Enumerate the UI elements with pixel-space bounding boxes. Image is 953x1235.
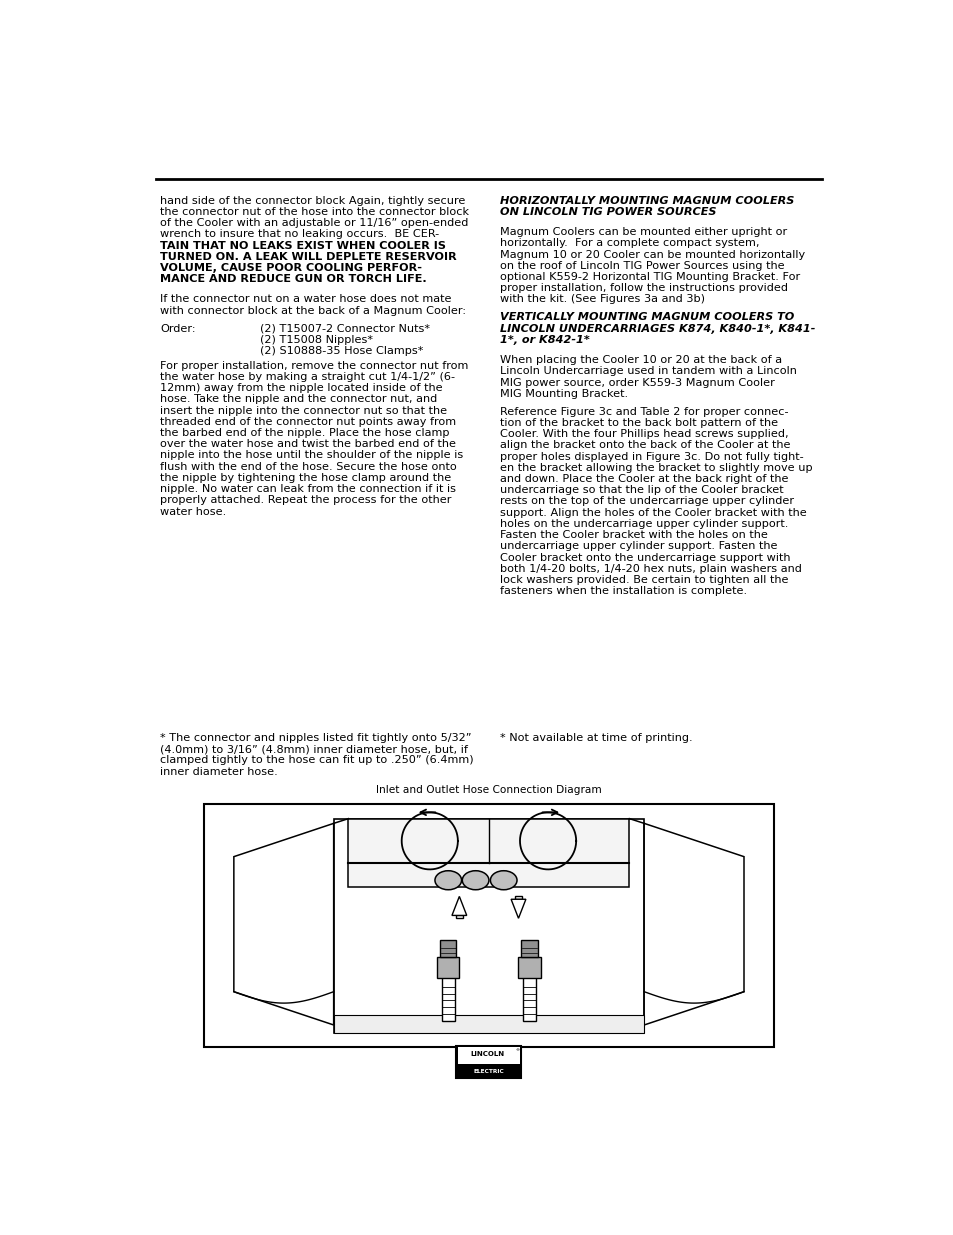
Text: wrench to insure that no leaking occurs.  BE CER-: wrench to insure that no leaking occurs.… (160, 230, 438, 240)
Text: the connector nut of the hose into the connector block: the connector nut of the hose into the c… (160, 207, 469, 217)
Text: ®: ® (516, 1049, 519, 1052)
Text: with connector block at the back of a Magnum Cooler:: with connector block at the back of a Ma… (160, 306, 466, 316)
Text: ON LINCOLN TIG POWER SOURCES: ON LINCOLN TIG POWER SOURCES (499, 207, 716, 217)
Text: nipple. No water can leak from the connection if it is: nipple. No water can leak from the conne… (160, 484, 456, 494)
Bar (439, 940, 456, 957)
Ellipse shape (462, 871, 488, 889)
Text: For proper installation, remove the connector nut from: For proper installation, remove the conn… (160, 361, 468, 370)
Polygon shape (643, 824, 743, 1025)
Polygon shape (452, 897, 466, 915)
Text: support. Align the holes of the Cooler bracket with the: support. Align the holes of the Cooler b… (499, 508, 806, 517)
Bar (515, 897, 521, 899)
Text: (2) T15008 Nipples*: (2) T15008 Nipples* (259, 335, 373, 345)
Text: TAIN THAT NO LEAKS EXIST WHEN COOLER IS: TAIN THAT NO LEAKS EXIST WHEN COOLER IS (160, 241, 445, 251)
Text: MANCE AND REDUCE GUN OR TORCH LIFE.: MANCE AND REDUCE GUN OR TORCH LIFE. (160, 274, 426, 284)
Text: threaded end of the connector nut points away from: threaded end of the connector nut points… (160, 416, 456, 427)
Text: LINCOLN: LINCOLN (470, 1051, 504, 1057)
Text: the nipple by tightening the hose clamp around the: the nipple by tightening the hose clamp … (160, 473, 451, 483)
Text: the water hose by making a straight cut 1/4-1/2” (6-: the water hose by making a straight cut … (160, 372, 455, 382)
Text: * The connector and nipples listed fit tightly onto 5/32”: * The connector and nipples listed fit t… (160, 734, 471, 743)
Bar (456, 915, 462, 919)
Polygon shape (511, 899, 525, 919)
Text: on the roof of Lincoln TIG Power Sources using the: on the roof of Lincoln TIG Power Sources… (499, 261, 783, 270)
Text: MIG Mounting Bracket.: MIG Mounting Bracket. (499, 389, 627, 399)
Bar (334, 819, 643, 1032)
Text: the barbed end of the nipple. Place the hose clamp: the barbed end of the nipple. Place the … (160, 429, 449, 438)
Text: en the bracket allowing the bracket to slightly move up: en the bracket allowing the bracket to s… (499, 463, 812, 473)
Text: nipple into the hose until the shoulder of the nipple is: nipple into the hose until the shoulder … (160, 451, 462, 461)
Bar (348, 819, 629, 887)
Text: (2) T15007-2 Connector Nuts*: (2) T15007-2 Connector Nuts* (259, 324, 429, 333)
Text: Fasten the Cooler bracket with the holes on the: Fasten the Cooler bracket with the holes… (499, 530, 767, 540)
Text: (4.0mm) to 3/16” (4.8mm) inner diameter hose, but, if: (4.0mm) to 3/16” (4.8mm) inner diameter … (160, 745, 467, 755)
Text: ELECTRIC: ELECTRIC (473, 1068, 504, 1073)
Text: Order:: Order: (160, 324, 195, 333)
Polygon shape (233, 824, 334, 1025)
Text: hand side of the connector block Again, tightly secure: hand side of the connector block Again, … (160, 196, 465, 206)
Text: inner diameter hose.: inner diameter hose. (160, 767, 277, 777)
Text: Magnum Coolers can be mounted either upright or: Magnum Coolers can be mounted either upr… (499, 227, 786, 237)
Text: and down. Place the Cooler at the back right of the: and down. Place the Cooler at the back r… (499, 474, 788, 484)
Text: 1*, or K842-1*: 1*, or K842-1* (499, 335, 589, 345)
Text: clamped tightly to the hose can fit up to .250” (6.4mm): clamped tightly to the hose can fit up t… (160, 756, 473, 766)
Text: 12mm) away from the nipple located inside of the: 12mm) away from the nipple located insid… (160, 383, 442, 393)
Ellipse shape (490, 871, 517, 889)
Text: undercarriage so that the lip of the Cooler bracket: undercarriage so that the lip of the Coo… (499, 485, 782, 495)
Bar (204, 804, 773, 1047)
Bar (522, 971, 536, 1021)
Text: undercarriage upper cylinder support. Fasten the: undercarriage upper cylinder support. Fa… (499, 541, 777, 551)
Bar (521, 940, 537, 957)
Text: horizontally.  For a complete compact system,: horizontally. For a complete compact sys… (499, 238, 759, 248)
Ellipse shape (435, 871, 461, 889)
Text: (2) S10888-35 Hose Clamps*: (2) S10888-35 Hose Clamps* (259, 346, 423, 356)
Text: When placing the Cooler 10 or 20 at the back of a: When placing the Cooler 10 or 20 at the … (499, 356, 781, 366)
Bar (441, 971, 455, 1021)
Text: Lincoln Undercarriage used in tandem with a Lincoln: Lincoln Undercarriage used in tandem wit… (499, 367, 796, 377)
Text: both 1/4-20 bolts, 1/4-20 hex nuts, plain washers and: both 1/4-20 bolts, 1/4-20 hex nuts, plai… (499, 564, 801, 574)
Text: Cooler. With the four Phillips head screws supplied,: Cooler. With the four Phillips head scre… (499, 429, 788, 440)
Text: VOLUME, CAUSE POOR COOLING PERFOR-: VOLUME, CAUSE POOR COOLING PERFOR- (160, 263, 421, 273)
Text: LINCOLN UNDERCARRIAGES K874, K840-1*, K841-: LINCOLN UNDERCARRIAGES K874, K840-1*, K8… (499, 324, 815, 333)
Text: over the water hose and twist the barbed end of the: over the water hose and twist the barbed… (160, 440, 456, 450)
Text: VERTICALLY MOUNTING MAGNUM COOLERS TO: VERTICALLY MOUNTING MAGNUM COOLERS TO (499, 312, 794, 322)
Bar (518, 957, 540, 978)
Text: HORIZONTALLY MOUNTING MAGNUM COOLERS: HORIZONTALLY MOUNTING MAGNUM COOLERS (499, 196, 794, 206)
Text: If the connector nut on a water hose does not mate: If the connector nut on a water hose doe… (160, 294, 451, 305)
Text: Reference Figure 3c and Table 2 for proper connec-: Reference Figure 3c and Table 2 for prop… (499, 406, 788, 416)
Text: MIG power source, order K559-3 Magnum Cooler: MIG power source, order K559-3 Magnum Co… (499, 378, 774, 388)
Bar (456, 1046, 521, 1078)
Text: optional K559-2 Horizontal TIG Mounting Bracket. For: optional K559-2 Horizontal TIG Mounting … (499, 272, 800, 282)
Bar (457, 1047, 519, 1063)
Text: with the kit. (See Figures 3a and 3b): with the kit. (See Figures 3a and 3b) (499, 294, 704, 305)
Text: of the Cooler with an adjustable or 11/16” open-ended: of the Cooler with an adjustable or 11/1… (160, 219, 468, 228)
Text: lock washers provided. Be certain to tighten all the: lock washers provided. Be certain to tig… (499, 576, 788, 585)
Bar (436, 957, 459, 978)
Text: tion of the bracket to the back bolt pattern of the: tion of the bracket to the back bolt pat… (499, 417, 778, 427)
Text: align the bracket onto the back of the Cooler at the: align the bracket onto the back of the C… (499, 441, 790, 451)
Text: proper holes displayed in Figure 3c. Do not fully tight-: proper holes displayed in Figure 3c. Do … (499, 452, 802, 462)
Text: fasteners when the installation is complete.: fasteners when the installation is compl… (499, 587, 746, 597)
Text: properly attached. Repeat the process for the other: properly attached. Repeat the process fo… (160, 495, 451, 505)
Text: rests on the top of the undercarriage upper cylinder: rests on the top of the undercarriage up… (499, 496, 793, 506)
Text: Cooler bracket onto the undercarriage support with: Cooler bracket onto the undercarriage su… (499, 552, 790, 563)
Text: flush with the end of the hose. Secure the hose onto: flush with the end of the hose. Secure t… (160, 462, 456, 472)
Text: insert the nipple into the connector nut so that the: insert the nipple into the connector nut… (160, 405, 447, 416)
Text: water hose.: water hose. (160, 506, 226, 516)
Text: holes on the undercarriage upper cylinder support.: holes on the undercarriage upper cylinde… (499, 519, 787, 529)
Text: hose. Take the nipple and the connector nut, and: hose. Take the nipple and the connector … (160, 394, 436, 404)
Text: * Not available at time of printing.: * Not available at time of printing. (499, 734, 692, 743)
Text: TURNED ON. A LEAK WILL DEPLETE RESERVOIR: TURNED ON. A LEAK WILL DEPLETE RESERVOIR (160, 252, 456, 262)
Text: Inlet and Outlet Hose Connection Diagram: Inlet and Outlet Hose Connection Diagram (375, 785, 601, 795)
Text: proper installation, follow the instructions provided: proper installation, follow the instruct… (499, 283, 787, 293)
Bar (334, 1015, 643, 1032)
Text: Magnum 10 or 20 Cooler can be mounted horizontally: Magnum 10 or 20 Cooler can be mounted ho… (499, 249, 804, 259)
